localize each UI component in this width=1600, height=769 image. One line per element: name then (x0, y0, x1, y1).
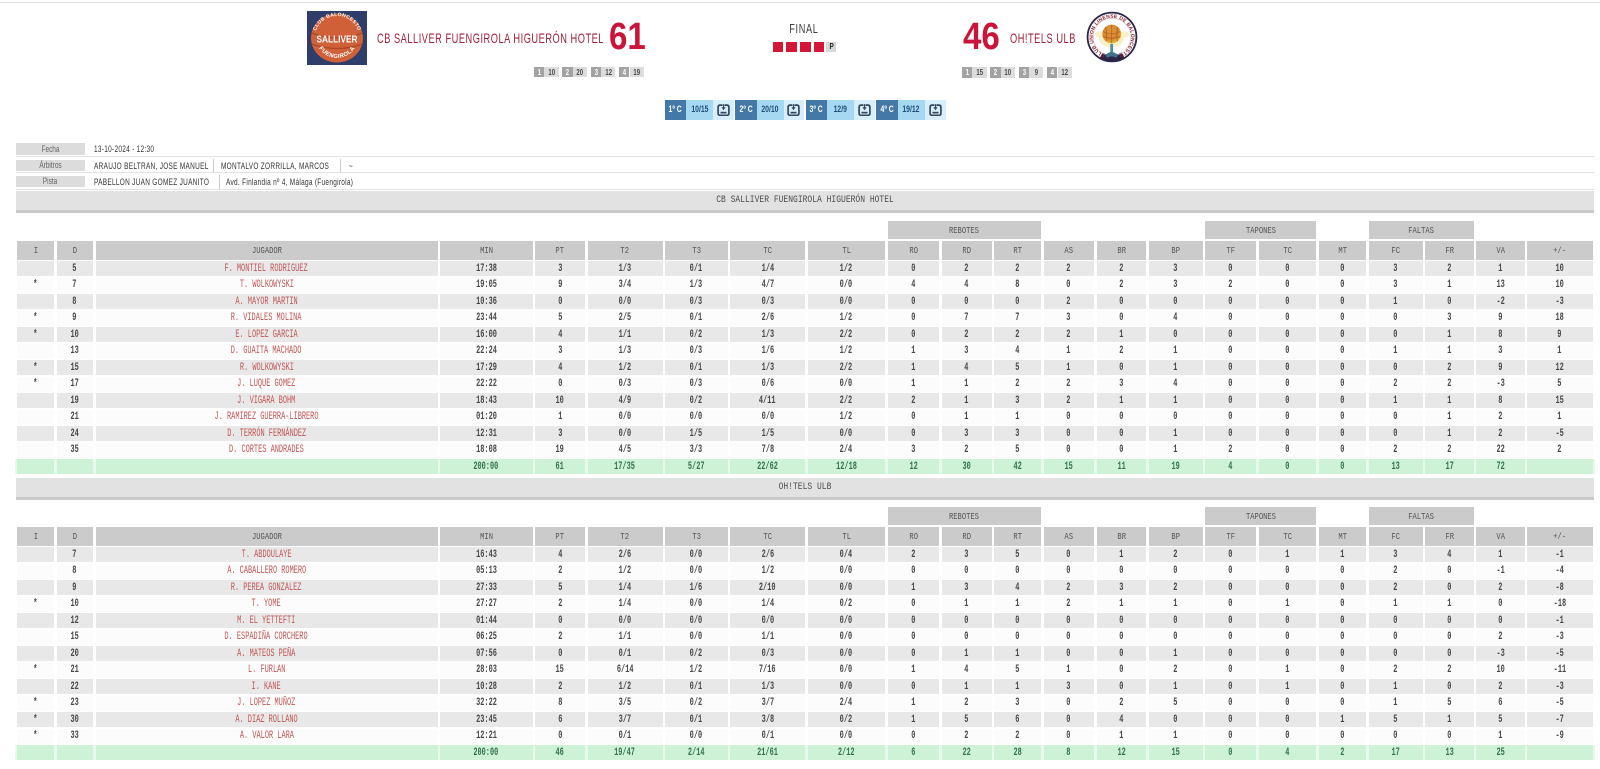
svg-text:SALLIVER: SALLIVER (317, 34, 358, 45)
